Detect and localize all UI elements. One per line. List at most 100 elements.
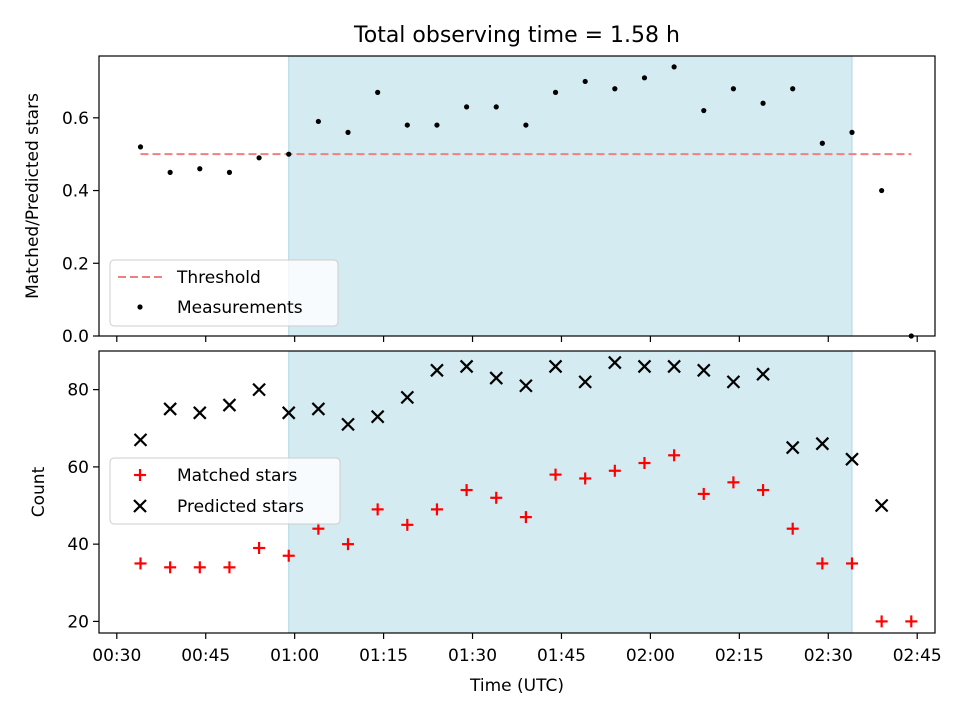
measurement-point bbox=[819, 140, 825, 146]
measurement-point bbox=[879, 187, 885, 194]
predicted-star-point bbox=[459, 359, 474, 374]
predicted-star-point bbox=[637, 359, 652, 374]
predicted-star-point bbox=[193, 406, 207, 420]
matched-star-point bbox=[727, 476, 740, 489]
predicted-star-point bbox=[815, 436, 830, 451]
matched-star-point bbox=[757, 484, 770, 497]
measurement-point bbox=[434, 122, 440, 128]
matched-star-point bbox=[845, 557, 858, 570]
measurement-point bbox=[286, 151, 292, 157]
matched-star-point bbox=[519, 511, 532, 524]
x-tick-label: 02:00 bbox=[626, 646, 675, 666]
y-axis-ticks-bottom: 20 40 60 80 bbox=[67, 381, 99, 632]
predicted-star-point bbox=[667, 359, 681, 374]
predicted-star-point bbox=[696, 363, 711, 378]
matched-star-point bbox=[401, 518, 414, 531]
predicted-star-point bbox=[163, 402, 177, 416]
measurement-point bbox=[464, 104, 470, 110]
matched-star-point bbox=[697, 487, 710, 500]
matched-star-point bbox=[253, 542, 266, 555]
legend-threshold-label: Threshold bbox=[176, 268, 261, 288]
y-tick-label: 0.2 bbox=[62, 254, 89, 274]
measurement-point bbox=[256, 155, 262, 161]
predicted-star-point bbox=[756, 367, 770, 381]
predicted-star-point bbox=[341, 417, 355, 432]
x-axis-ticks-bottom: 00:30 00:45 01:00 01:15 01:30 01:45 02:00 02:15… bbox=[92, 633, 942, 666]
predicted-star-point bbox=[430, 363, 444, 378]
predicted-star-point bbox=[311, 402, 326, 416]
measurement-point bbox=[552, 89, 559, 95]
x-tick-label: 01:45 bbox=[537, 646, 586, 666]
legend-measurement-swatch bbox=[137, 304, 143, 310]
matched-star-point bbox=[638, 457, 651, 470]
predicted-star-point bbox=[281, 406, 296, 420]
predicted-star-point bbox=[845, 452, 859, 466]
matched-star-point bbox=[312, 522, 325, 535]
observing-span-top bbox=[288, 55, 853, 337]
predicted-star-point bbox=[252, 382, 266, 397]
matched-star-point bbox=[460, 484, 473, 497]
predicted-star-point bbox=[489, 371, 504, 385]
measurement-point bbox=[137, 144, 144, 150]
predicted-star-point bbox=[370, 409, 385, 424]
measurement-point bbox=[197, 166, 203, 172]
y-axis-ticks-top: 0.0 0.2 0.4 0.6 bbox=[62, 109, 99, 347]
measurement-point bbox=[701, 107, 707, 114]
matched-star-point bbox=[342, 538, 355, 551]
axes-frame-bottom bbox=[98, 350, 936, 634]
measurement-point bbox=[582, 78, 588, 85]
x-tick-label: 02:15 bbox=[715, 646, 764, 666]
measurement-point bbox=[671, 64, 677, 70]
measurement-point bbox=[760, 100, 766, 106]
legend-measurement-label: Measurements bbox=[177, 298, 303, 318]
measurement-point bbox=[375, 89, 381, 95]
measurement-point bbox=[404, 122, 410, 128]
matched-star-point bbox=[282, 549, 295, 562]
matched-star-point bbox=[371, 503, 384, 516]
legend-top: Threshold Measurements bbox=[109, 259, 339, 327]
matched-star-point bbox=[786, 522, 799, 535]
y-tick-label: 20 bbox=[67, 612, 89, 632]
x-tick-label: 02:30 bbox=[804, 646, 853, 666]
predicted-star-point bbox=[608, 355, 622, 370]
measurement-point bbox=[226, 169, 233, 175]
y-tick-label: 0.4 bbox=[62, 182, 89, 202]
x-tick-label: 01:15 bbox=[359, 646, 408, 666]
matched-star-point bbox=[430, 503, 443, 516]
predicted-star-point bbox=[785, 440, 800, 455]
x-axis-label: Time (UTC) bbox=[469, 676, 564, 696]
y-tick-label: 0.6 bbox=[62, 109, 89, 129]
measurement-point bbox=[315, 118, 321, 125]
predicted-star-point bbox=[133, 433, 148, 447]
x-tick-label: 01:00 bbox=[270, 646, 319, 666]
y-tick-label: 60 bbox=[67, 458, 89, 478]
measurement-point bbox=[493, 104, 499, 110]
legend-box-bottom bbox=[109, 457, 341, 525]
matched-star-point bbox=[223, 561, 236, 574]
y-tick-label: 80 bbox=[67, 381, 89, 401]
measurement-point bbox=[612, 86, 618, 92]
top-panel: 0.0 0.2 0.4 0.6 Matched/Predicted stars Thr… bbox=[23, 55, 936, 347]
matched-star-point bbox=[579, 472, 592, 485]
matched-star-point bbox=[668, 449, 681, 462]
measurement-point bbox=[730, 86, 737, 92]
matched-star-point bbox=[164, 561, 177, 574]
matched-star-point bbox=[905, 615, 918, 628]
predicted-star-point bbox=[222, 398, 237, 412]
measurement-point bbox=[641, 75, 648, 81]
measurement-point bbox=[167, 169, 173, 175]
measurement-point bbox=[345, 129, 351, 135]
y-axis-label-bottom: Count bbox=[29, 466, 49, 517]
legend-predicted-swatch bbox=[133, 499, 147, 513]
predicted-star-point bbox=[578, 375, 592, 389]
predicted-star-point bbox=[726, 375, 741, 389]
matched-star-point bbox=[134, 557, 147, 570]
y-axis-label-top: Matched/Predicted stars bbox=[23, 93, 43, 299]
legend-bottom: Matched stars Predicted stars bbox=[109, 457, 341, 525]
legend-box-top bbox=[109, 259, 339, 327]
matched-star-point bbox=[549, 468, 562, 481]
axes-frame-top bbox=[98, 55, 936, 337]
predicted-star-point bbox=[400, 390, 415, 405]
